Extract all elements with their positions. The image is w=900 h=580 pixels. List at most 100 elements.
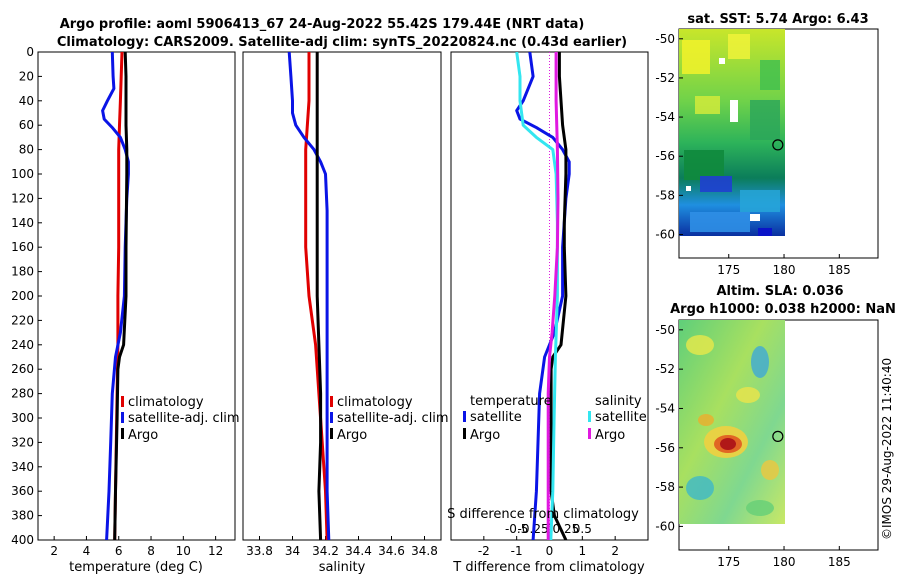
- x-tick-label: 2: [611, 544, 619, 558]
- x-tick-label: 34: [285, 544, 300, 558]
- legend-label-t-argo: Argo: [470, 428, 500, 443]
- depth-tick-label: 40: [19, 94, 34, 108]
- depth-tick-label: 0: [26, 45, 34, 59]
- legend-swatch-argo: [121, 428, 124, 439]
- series-line-argo: [315, 52, 323, 540]
- legend-label-t-satellite: satellite: [470, 410, 522, 425]
- sla-map-title-line2: Argo h1000: 0.038 h2000: NaN: [670, 302, 896, 317]
- depth-tick-label: 140: [11, 216, 34, 230]
- map-y-tick-label: -58: [655, 188, 675, 202]
- temperature-panel: 0 20 40 60 80 100 120 140 160 180 200 220 240 260 280 3…: [11, 45, 240, 575]
- map-y-tick-label: -60: [655, 228, 675, 242]
- depth-tick-label: 120: [11, 191, 34, 205]
- x-tick-label: -1: [511, 544, 523, 558]
- legend-swatch-t-satellite: [463, 411, 466, 422]
- depth-tick-label: 260: [11, 362, 34, 376]
- s-tick-label: -0.5: [505, 522, 528, 536]
- map-y-tick-label: -56: [655, 441, 675, 455]
- depth-tick-label: 320: [11, 435, 34, 449]
- depth-tick-label: 300: [11, 411, 34, 425]
- x-tick-label: 10: [176, 544, 191, 558]
- map-y-tick-label: -50: [655, 323, 675, 337]
- depth-tick-label: 180: [11, 265, 34, 279]
- legend-label-argo: Argo: [337, 428, 367, 443]
- temperature-plot-frame: [37, 51, 236, 541]
- series-line-satellite-adj-clim: [287, 52, 331, 540]
- x-tick-label: -2: [478, 544, 490, 558]
- legend-label-argo: Argo: [128, 428, 158, 443]
- map-x-tick-label: 175: [717, 263, 740, 277]
- map-x-tick-label: 175: [717, 555, 740, 569]
- series-line-t-satellite: [515, 52, 571, 540]
- legend-swatch-climatology: [330, 396, 333, 407]
- sst-heatmap: [679, 29, 785, 236]
- sla-map-panel: Altim. SLA: 0.036 Argo h1000: 0.038 h200…: [655, 284, 895, 569]
- salinity-plot-frame: [242, 51, 442, 541]
- series-line-t-argo: [549, 52, 568, 540]
- x-tick-label: 0: [546, 544, 554, 558]
- temperature-lines: [101, 52, 130, 540]
- x-tick-label: 34.6: [378, 544, 405, 558]
- map-y-tick-label: -54: [655, 110, 675, 124]
- sla-heatmap: [679, 320, 785, 524]
- salinity-lines: [287, 52, 331, 540]
- salinity-panel: 33.8 34 34.2 34.4 34.6 34.8 climatology satel…: [242, 51, 449, 575]
- figure-title-line2: Climatology: CARS2009. Satellite-adj cli…: [57, 35, 627, 50]
- x-tick-label: 2: [50, 544, 58, 558]
- depth-tick-label: 380: [11, 509, 34, 523]
- argo-position-marker: [772, 430, 784, 442]
- series-line-s-argo: [546, 52, 560, 540]
- depth-tick-label: 360: [11, 484, 34, 498]
- legend-label-s-argo: Argo: [595, 428, 625, 443]
- depth-tick-label: 160: [11, 240, 34, 254]
- depth-tick-label: 340: [11, 460, 34, 474]
- x-tick-label: 33.8: [246, 544, 273, 558]
- depth-tick-label: 60: [19, 118, 34, 132]
- salinity-x-axis: 33.8 34 34.2 34.4 34.6 34.8: [246, 536, 438, 558]
- legend-title-temperature: temperature: [470, 394, 552, 409]
- x-tick-label: 6: [115, 544, 123, 558]
- depth-tick-label: 400: [11, 533, 34, 547]
- legend-label-satellite: satellite-adj. clim: [337, 411, 449, 426]
- x-tick-label: 4: [83, 544, 91, 558]
- legend-swatch-climatology: [121, 396, 124, 407]
- difference-panel: -2 -1 0 1 2 -0.5-0.250 0.250.5 temperature sa…: [447, 51, 649, 575]
- map-x-tick-label: 185: [828, 555, 851, 569]
- map-x-tick-label: 180: [773, 555, 796, 569]
- x-tick-label: 34.8: [411, 544, 438, 558]
- depth-tick-label: 200: [11, 289, 34, 303]
- salinity-legend: climatology satellite-adj. clim Argo: [330, 395, 449, 443]
- depth-tick-label: 220: [11, 313, 34, 327]
- legend-swatch-s-argo: [588, 428, 591, 439]
- t-difference-xlabel: T difference from climatology: [452, 560, 645, 575]
- imos-watermark: ©IMOS 29-Aug-2022 11:40:40: [880, 358, 894, 540]
- map-y-tick-label: -60: [655, 519, 675, 533]
- figure-title-line1: Argo profile: aoml 5906413_67 24-Aug-202…: [60, 17, 585, 32]
- map-y-tick-label: -54: [655, 401, 675, 415]
- x-tick-label: 34.4: [345, 544, 372, 558]
- series-line-climatology: [304, 52, 329, 540]
- difference-legend: temperature satellite Argo salinity sate…: [463, 394, 647, 443]
- depth-tick-label: 80: [19, 143, 34, 157]
- legend-label-s-satellite: satellite: [595, 410, 647, 425]
- sst-map-panel: sat. SST: 5.74 Argo: 6.43 175 180 185 -50 -5…: [655, 12, 879, 277]
- map-y-tick-label: -50: [655, 32, 675, 46]
- series-line-s-satellite: [515, 52, 559, 540]
- depth-axis: 0 20 40 60 80 100 120 140 160 180 200 220 240 260 280 3…: [11, 45, 42, 547]
- map-y-tick-label: -56: [655, 149, 675, 163]
- s-difference-label: S difference from climatology: [447, 507, 639, 522]
- map-y-tick-label: -52: [655, 362, 675, 376]
- temperature-xlabel: temperature (deg C): [69, 560, 203, 575]
- legend-swatch-t-argo: [463, 428, 466, 439]
- depth-tick-label: 20: [19, 69, 34, 83]
- map-x-tick-label: 180: [773, 263, 796, 277]
- sst-map-axes: 175 180 185 -50 -52 -54 -56 -58 -60: [655, 32, 850, 277]
- legend-swatch-argo: [330, 428, 333, 439]
- sst-map-title: sat. SST: 5.74 Argo: 6.43: [687, 12, 868, 27]
- depth-tick-label: 100: [11, 167, 34, 181]
- sla-map-title-line1: Altim. SLA: 0.036: [717, 284, 844, 299]
- argo-position-marker: [772, 139, 784, 151]
- legend-label-climatology: climatology: [337, 395, 413, 410]
- sla-map-axes: 175 180 185 -50 -52 -54 -56 -58 -60: [655, 323, 850, 569]
